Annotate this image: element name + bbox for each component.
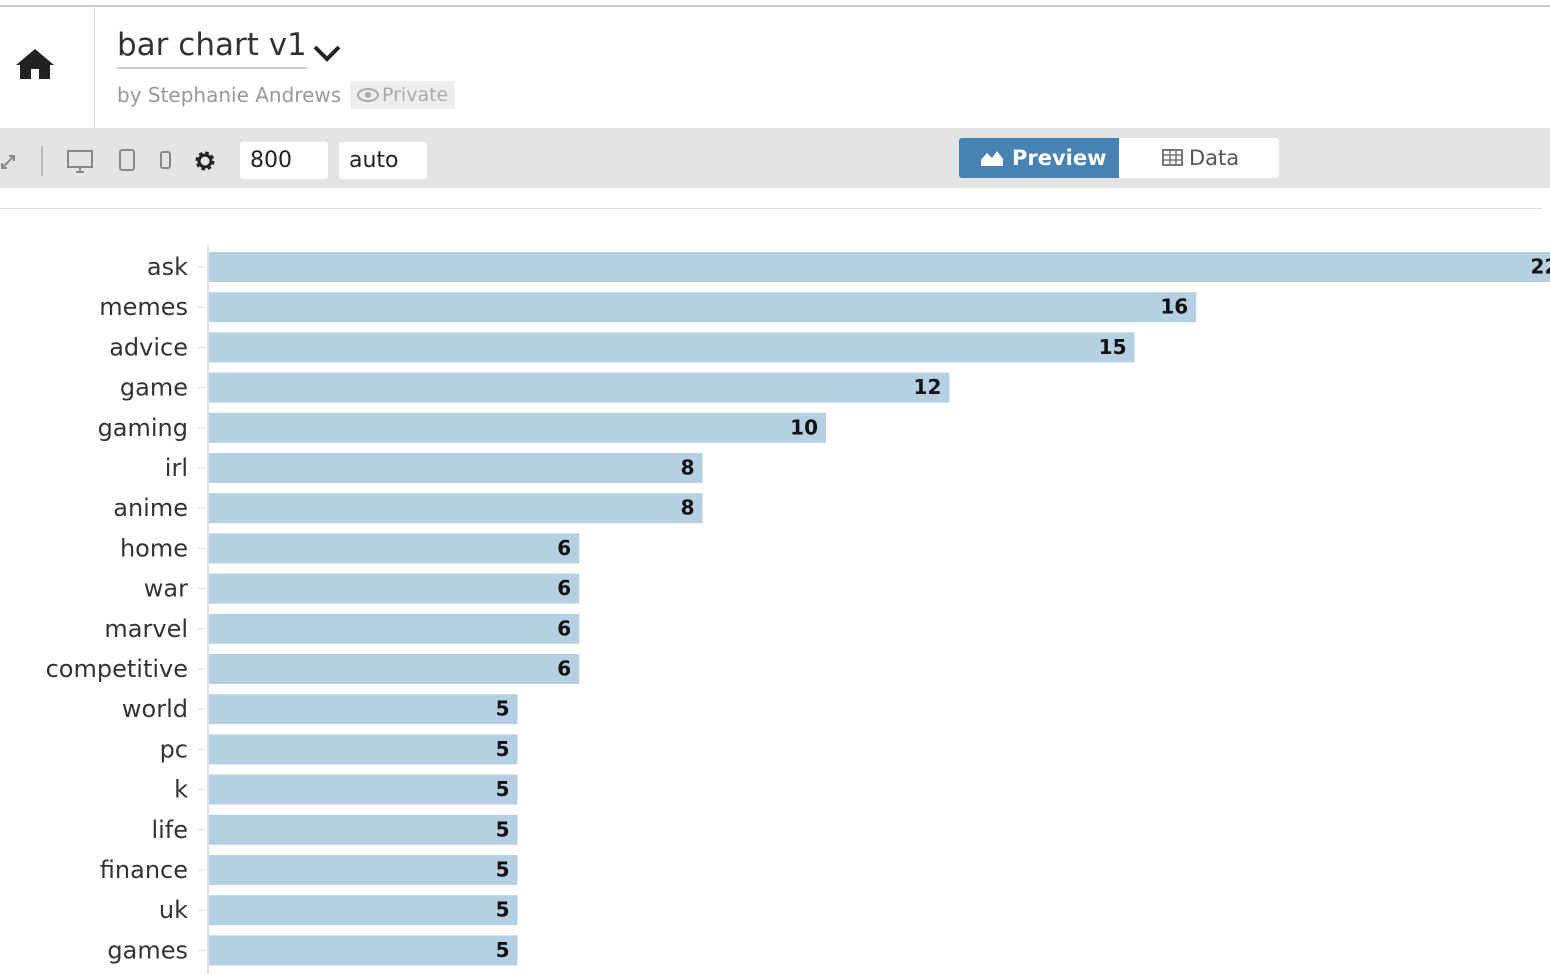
value-label: 5 [496,898,510,922]
category-label: home [120,534,188,562]
category-label: anime [113,494,188,522]
bar [209,694,518,725]
divider [0,208,1542,209]
bar [209,654,580,684]
value-label: 15 [1099,335,1127,359]
category-label: games [107,936,188,964]
category-label: ask [147,253,188,281]
visibility-badge[interactable]: Private [350,81,456,109]
bar [209,895,518,926]
eye-icon [357,88,379,102]
bar [209,252,1550,282]
chart: ask 22 memes 16 advice 15 game 12 gaming 10 irl 8 an… [46,245,1550,974]
data-tab[interactable]: Data [1119,138,1279,178]
value-label: 6 [557,576,571,600]
value-label: 5 [496,737,510,761]
preview-tab[interactable]: Preview [959,138,1119,178]
category-label: war [144,575,188,603]
value-label: 16 [1160,295,1188,319]
bar [209,412,826,443]
category-label: k [174,776,188,804]
bar [209,613,580,644]
height-input[interactable]: auto [339,142,427,179]
title-dropdown[interactable] [312,43,342,63]
value-label: 8 [681,496,695,520]
category-label: game [120,374,188,402]
bar [209,292,1197,323]
bar [209,372,950,403]
bar [209,935,518,966]
value-label: 5 [496,817,510,841]
category-label: gaming [98,414,188,442]
width-input[interactable]: 800 [240,142,328,179]
header: bar chart v1 by Stephanie Andrews Privat… [0,5,1550,130]
bar [209,453,703,483]
bar [209,573,580,604]
category-label: finance [100,856,188,884]
category-label: world [122,695,188,723]
data-tab-label: Data [1189,146,1240,170]
category-label: irl [165,454,188,482]
home-icon [16,49,54,79]
value-label: 22 [1531,255,1550,279]
category-label: marvel [104,615,188,643]
bar [209,493,703,524]
category-label: memes [99,293,188,321]
value-label: 5 [496,777,510,801]
value-label: 10 [790,415,818,439]
byline: by Stephanie Andrews [117,83,342,107]
toolbar-icons [1,146,215,176]
value-label: 5 [496,858,510,882]
category-label: advice [109,333,188,361]
bar [209,774,518,805]
area-chart-icon [981,151,1003,166]
value-label: 6 [557,536,571,560]
category-label: competitive [46,655,188,683]
toolbar: 800 auto Preview Data [0,128,1550,188]
chart-title[interactable]: bar chart v1 [117,25,307,69]
category-label: uk [159,896,188,924]
value-label: 8 [681,456,695,480]
value-label: 5 [496,938,510,962]
value-label: 12 [914,375,942,399]
bar [209,855,518,885]
category-label: life [151,816,188,844]
preview-tab-label: Preview [1012,146,1107,170]
value-label: 5 [496,697,510,721]
bar [209,814,518,845]
home-button[interactable] [0,7,95,128]
table-icon [1162,149,1183,166]
bar [209,533,580,564]
bar [209,734,518,765]
bar [209,332,1135,363]
value-label: 6 [557,616,571,640]
value-label: 6 [557,657,571,681]
visibility-label: Private [382,84,449,106]
category-label: pc [160,735,188,763]
